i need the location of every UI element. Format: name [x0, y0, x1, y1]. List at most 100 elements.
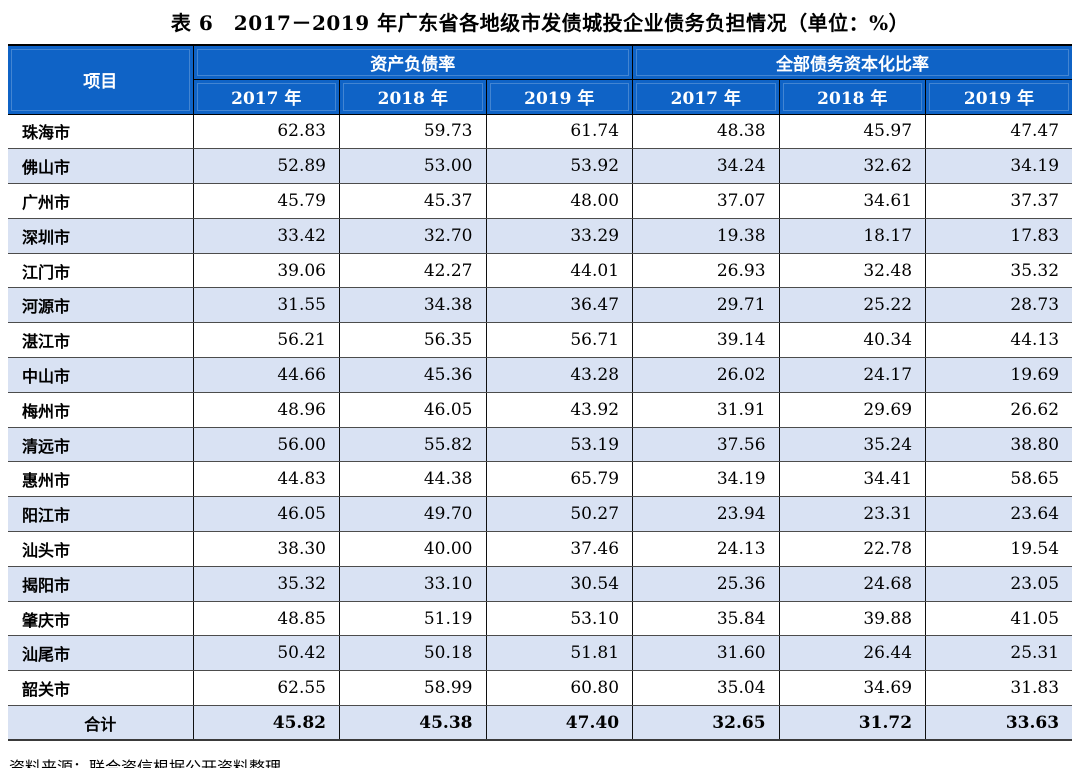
column-header-item: 项目 [8, 44, 194, 115]
cell-value: 51.81 [485, 635, 634, 672]
cell-value: 23.94 [632, 496, 780, 533]
table-row: 江门市 39.06 42.27 44.01 26.93 32.48 35.32 [8, 252, 1073, 289]
cell-value: 45.79 [192, 183, 340, 219]
debt-burden-table: 项目 资产负债率 全部债务资本化比率 2017 年 2018 年 2019 年 … [8, 44, 1073, 742]
total-cell-value: 33.63 [925, 705, 1073, 742]
table-row: 深圳市 33.42 32.70 33.29 19.38 18.17 17.83 [8, 217, 1073, 254]
cell-value: 49.70 [339, 496, 487, 533]
cell-value: 39.14 [632, 322, 780, 359]
cell-value: 65.79 [485, 461, 634, 498]
total-cell-value: 47.40 [485, 705, 634, 742]
cell-value: 45.36 [339, 357, 487, 393]
cell-value: 48.00 [485, 183, 634, 219]
cell-value: 34.38 [339, 287, 487, 324]
cell-value: 52.89 [192, 148, 340, 185]
table-row: 广州市 45.79 45.37 48.00 37.07 34.61 37.37 [8, 183, 1073, 219]
cell-value: 19.54 [925, 531, 1073, 567]
cell-value: 48.85 [192, 600, 340, 637]
cell-value: 59.73 [339, 113, 487, 150]
row-city-name: 广州市 [8, 183, 194, 219]
cell-value: 19.69 [925, 357, 1073, 393]
row-city-name: 揭阳市 [8, 565, 194, 602]
cell-value: 43.28 [485, 357, 634, 393]
cell-value: 53.10 [485, 600, 634, 637]
total-row-label: 合计 [8, 705, 194, 742]
cell-value: 44.38 [339, 461, 487, 498]
cell-value: 33.42 [192, 217, 340, 254]
cell-value: 47.47 [925, 113, 1073, 150]
cell-value: 37.56 [632, 426, 780, 463]
cell-value: 46.05 [339, 391, 487, 428]
table-row: 惠州市 44.83 44.38 65.79 34.19 34.41 58.65 [8, 461, 1073, 498]
cell-value: 37.46 [485, 531, 634, 567]
table-row: 阳江市 46.05 49.70 50.27 23.94 23.31 23.64 [8, 496, 1073, 533]
row-city-name: 珠海市 [8, 113, 194, 150]
column-header-2018-group1: 2018 年 [339, 79, 487, 115]
cell-value: 58.65 [925, 461, 1073, 498]
cell-value: 31.60 [632, 635, 780, 672]
cell-value: 34.69 [778, 670, 927, 707]
table-body: 珠海市 62.83 59.73 61.74 48.38 45.97 47.47 … [8, 113, 1073, 707]
cell-value: 25.31 [925, 635, 1073, 672]
row-city-name: 河源市 [8, 287, 194, 324]
cell-value: 19.38 [632, 217, 780, 254]
total-cell-value: 45.38 [339, 705, 487, 742]
header-year-row: 2017 年 2018 年 2019 年 2017 年 2018 年 2019 … [8, 79, 1073, 115]
cell-value: 44.01 [485, 252, 634, 289]
row-city-name: 阳江市 [8, 496, 194, 533]
table-row: 汕头市 38.30 40.00 37.46 24.13 22.78 19.54 [8, 531, 1073, 567]
cell-value: 29.71 [632, 287, 780, 324]
table-row: 河源市 31.55 34.38 36.47 29.71 25.22 28.73 [8, 287, 1073, 324]
total-cell-value: 31.72 [778, 705, 927, 742]
cell-value: 39.06 [192, 252, 340, 289]
row-city-name: 汕头市 [8, 531, 194, 567]
table-title: 表 6 2017－2019 年广东省各地级市发债城投企业债务负担情况（单位：%） [170, 11, 910, 35]
cell-value: 56.21 [192, 322, 340, 359]
cell-value: 35.84 [632, 600, 780, 637]
cell-value: 25.36 [632, 565, 780, 602]
cell-value: 24.17 [778, 357, 927, 393]
cell-value: 24.13 [632, 531, 780, 567]
cell-value: 39.88 [778, 600, 927, 637]
cell-value: 42.27 [339, 252, 487, 289]
cell-value: 29.69 [778, 391, 927, 428]
table-row: 清远市 56.00 55.82 53.19 37.56 35.24 38.80 [8, 426, 1073, 463]
cell-value: 24.68 [778, 565, 927, 602]
cell-value: 43.92 [485, 391, 634, 428]
cell-value: 44.66 [192, 357, 340, 393]
cell-value: 32.62 [778, 148, 927, 185]
column-header-2019-group2: 2019 年 [925, 79, 1073, 115]
cell-value: 38.30 [192, 531, 340, 567]
cell-value: 53.92 [485, 148, 634, 185]
cell-value: 62.83 [192, 113, 340, 150]
row-city-name: 中山市 [8, 357, 194, 393]
column-header-2019-group1: 2019 年 [485, 79, 634, 115]
cell-value: 35.24 [778, 426, 927, 463]
cell-value: 44.13 [925, 322, 1073, 359]
row-city-name: 惠州市 [8, 461, 194, 498]
column-header-2018-group2: 2018 年 [778, 79, 927, 115]
cell-value: 45.37 [339, 183, 487, 219]
cell-value: 32.48 [778, 252, 927, 289]
cell-value: 56.35 [339, 322, 487, 359]
column-group-debt-capitalization-ratio: 全部债务资本化比率 [632, 44, 1073, 80]
table-row: 梅州市 48.96 46.05 43.92 31.91 29.69 26.62 [8, 391, 1073, 428]
cell-value: 41.05 [925, 600, 1073, 637]
cell-value: 35.32 [192, 565, 340, 602]
cell-value: 56.71 [485, 322, 634, 359]
cell-value: 30.54 [485, 565, 634, 602]
cell-value: 26.62 [925, 391, 1073, 428]
table-row: 揭阳市 35.32 33.10 30.54 25.36 24.68 23.05 [8, 565, 1073, 602]
cell-value: 35.32 [925, 252, 1073, 289]
cell-value: 37.07 [632, 183, 780, 219]
cell-value: 34.24 [632, 148, 780, 185]
cell-value: 34.41 [778, 461, 927, 498]
cell-value: 38.80 [925, 426, 1073, 463]
row-city-name: 江门市 [8, 252, 194, 289]
row-city-name: 清远市 [8, 426, 194, 463]
cell-value: 33.10 [339, 565, 487, 602]
cell-value: 23.05 [925, 565, 1073, 602]
table-row: 汕尾市 50.42 50.18 51.81 31.60 26.44 25.31 [8, 635, 1073, 672]
cell-value: 34.19 [925, 148, 1073, 185]
